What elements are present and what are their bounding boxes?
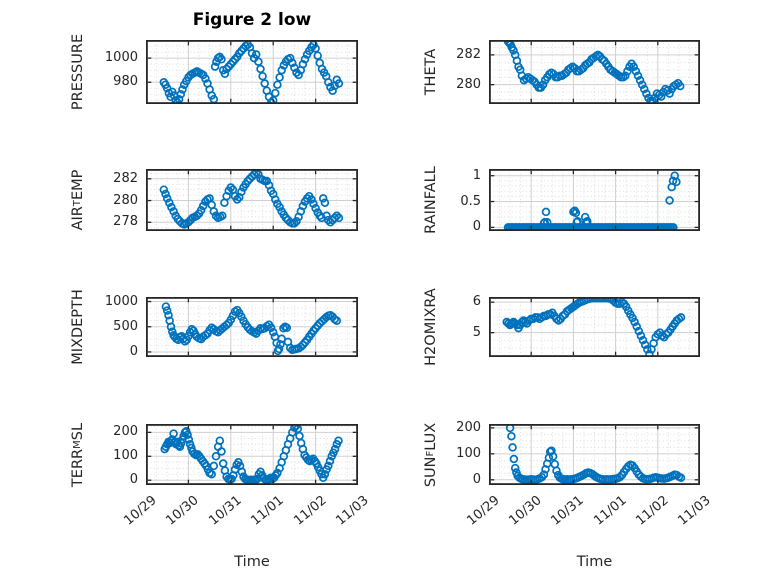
x-axis-label-right: Time (576, 554, 613, 570)
y-tick-label-AIR_TEMP: 282 (113, 170, 138, 186)
y-tick-label-SUN_FLUX: 100 (456, 445, 481, 461)
tick-marks (490, 170, 699, 230)
axes-frame (488, 296, 700, 358)
tick-marks (490, 425, 699, 484)
axes-RAINFALL (488, 168, 700, 232)
y-tick-label-MIXDEPTH: 1000 (104, 293, 138, 309)
axes-SUN_FLUX (488, 423, 700, 486)
y-tick-label-RAINFALL: 0 (472, 219, 481, 235)
tick-marks (490, 298, 699, 356)
plot-RAINFALL (488, 168, 700, 232)
x-axis-label-left: Time (234, 554, 270, 570)
y-axis-label-H2OMIXRA: H2OMIXRA (423, 288, 439, 366)
axes-frame (145, 296, 358, 358)
y-tick-label-AIR_TEMP: 278 (113, 214, 138, 230)
y-axis-label-AIR_TEMP: AIR T EMP (70, 169, 86, 231)
tick-marks (147, 298, 357, 356)
y-axis-label-SUN_FLUX: SUN F LUX (423, 422, 439, 487)
figure-title: Figure 2 low (192, 10, 312, 30)
axes-frame (145, 423, 358, 486)
minor-grid (490, 41, 699, 103)
plot-H2OMIXRA (488, 296, 700, 358)
scatter-series-AIR_TEMP (159, 170, 344, 229)
axes-frame (145, 39, 358, 105)
axes-H2OMIXRA (488, 296, 700, 358)
y-axis-label-MIXDEPTH: MIXDEPTH (70, 289, 86, 365)
y-tick-label-AIR_TEMP: 280 (113, 192, 138, 208)
y-axis-label-PRESSURE: PRESSURE (70, 33, 86, 111)
y-tick-label-H2OMIXRA: 5 (472, 324, 481, 340)
minor-grid (490, 170, 699, 230)
plot-THETA (488, 39, 700, 105)
y-tick-label-MIXDEPTH: 500 (113, 318, 138, 334)
plot-SUN_FLUX (488, 423, 700, 486)
axes-THETA (488, 39, 700, 105)
y-axis-label-THETA: THETA (423, 48, 439, 96)
axes-AIR_TEMP (145, 168, 358, 232)
y-tick-label-SUN_FLUX: 0 (472, 471, 481, 487)
y-tick-label-MIXDEPTH: 0 (129, 343, 138, 359)
y-tick-label-THETA: 280 (456, 76, 481, 92)
minor-grid (147, 41, 357, 103)
y-tick-label-SUN_FLUX: 200 (456, 419, 481, 435)
scatter-series-RAINFALL (503, 171, 681, 230)
plot-AIR_TEMP (145, 168, 358, 232)
scatter-series-MIXDEPTH (161, 302, 342, 356)
y-tick-label-TERR_MSL: 0 (129, 472, 138, 488)
tick-marks (147, 425, 357, 484)
plot-PRESSURE (145, 39, 358, 105)
axes-frame (488, 423, 700, 486)
y-tick-label-RAINFALL: 1 (472, 167, 481, 183)
y-tick-label-TERR_MSL: 100 (113, 448, 138, 464)
axes-frame (488, 168, 700, 232)
minor-grid (490, 298, 699, 356)
y-tick-label-RAINFALL: 0.5 (460, 193, 481, 209)
axes-PRESSURE (145, 39, 358, 105)
y-tick-label-H2OMIXRA: 6 (472, 294, 481, 310)
y-axis-label-RAINFALL: RAINFALL (423, 166, 439, 234)
y-tick-label-PRESSURE: 1000 (104, 50, 138, 66)
plot-MIXDEPTH (145, 296, 358, 358)
axes-frame (145, 168, 358, 232)
tick-marks (490, 41, 699, 103)
scatter-series-PRESSURE (159, 41, 344, 103)
y-tick-label-TERR_MSL: 200 (113, 424, 138, 440)
y-axis-label-TERR_MSL: TERR M SL (70, 422, 86, 487)
axes-MIXDEPTH (145, 296, 358, 358)
tick-marks (147, 41, 357, 103)
plot-TERR_MSL (145, 423, 358, 486)
scatter-series-THETA (503, 41, 685, 103)
axes-TERR_MSL (145, 423, 358, 486)
y-tick-label-THETA: 282 (456, 46, 481, 62)
axes-frame (488, 39, 700, 105)
y-tick-label-PRESSURE: 980 (113, 74, 138, 90)
tick-marks (147, 170, 357, 230)
